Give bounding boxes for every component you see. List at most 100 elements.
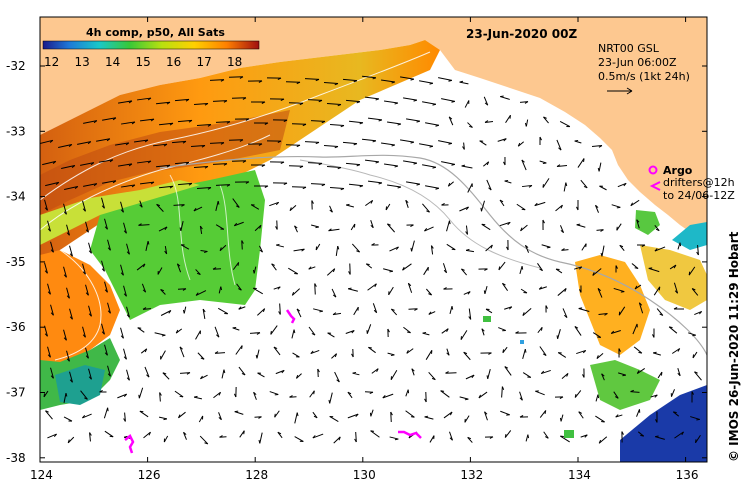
- current-vector: [83, 120, 97, 124]
- current-vector-head: [338, 436, 341, 441]
- current-vector-head: [120, 335, 124, 339]
- colorbar-title: 4h comp, p50, All Sats: [86, 26, 225, 39]
- current-vector: [438, 77, 452, 81]
- sst-contour: [40, 134, 271, 231]
- current-vector-head: [289, 395, 293, 398]
- current-vector: [69, 371, 73, 383]
- current-vector: [424, 226, 434, 232]
- current-vector-head: [654, 394, 658, 398]
- current-vector-head: [681, 431, 684, 436]
- current-vector-head: [311, 332, 316, 336]
- current-vector-head: [600, 229, 604, 232]
- current-vector: [235, 345, 243, 355]
- current-vector-head: [574, 139, 579, 142]
- current-vector-head: [179, 395, 184, 398]
- current-vector: [422, 101, 436, 105]
- current-vector: [499, 199, 505, 207]
- current-vector: [522, 349, 526, 359]
- current-vector: [611, 330, 621, 334]
- current-vector: [637, 431, 645, 437]
- current-vector: [636, 409, 640, 417]
- current-vector: [158, 185, 174, 189]
- current-vector-head: [203, 250, 208, 254]
- argo-track: [124, 434, 135, 454]
- current-vector-head: [407, 331, 411, 334]
- current-vector-head: [318, 99, 323, 103]
- current-vector-head: [370, 224, 374, 229]
- current-vector: [502, 283, 508, 291]
- current-vector: [636, 219, 640, 229]
- current-vector-head: [484, 411, 488, 415]
- current-vector-head: [179, 227, 182, 231]
- current-vector: [212, 100, 228, 102]
- current-vector: [294, 225, 298, 233]
- current-vector: [293, 248, 305, 252]
- current-vector: [329, 416, 339, 422]
- current-vector-head: [101, 205, 105, 209]
- current-vector: [387, 352, 395, 356]
- current-vector-head: [294, 225, 298, 229]
- current-vector-head: [691, 391, 694, 395]
- current-vector: [236, 283, 242, 291]
- current-vector-head: [107, 310, 111, 314]
- current-vector: [124, 412, 126, 422]
- current-vector-head: [207, 187, 212, 190]
- current-vector: [372, 303, 378, 313]
- current-vector-head: [204, 103, 209, 106]
- current-vector-head: [449, 437, 453, 441]
- current-vector: [403, 160, 417, 164]
- current-vector-head: [502, 282, 506, 286]
- current-vector: [576, 349, 586, 355]
- current-vector: [126, 306, 130, 318]
- current-vector: [468, 308, 472, 320]
- current-vector: [672, 411, 680, 417]
- argo-legend-line2: to 24/06-12Z: [663, 189, 735, 202]
- current-vector-head: [519, 397, 523, 401]
- current-vector-head: [219, 247, 222, 251]
- current-vector-head: [182, 309, 185, 314]
- current-vector-head: [448, 220, 451, 225]
- current-vector: [137, 327, 145, 333]
- current-vector: [365, 199, 373, 207]
- current-vector: [668, 326, 678, 334]
- current-vector-head: [283, 182, 288, 186]
- current-vector: [101, 323, 105, 335]
- current-vector-head: [397, 123, 402, 126]
- current-vector: [597, 288, 603, 298]
- current-vector-head: [387, 223, 391, 226]
- current-vector: [441, 98, 455, 102]
- current-vector: [522, 372, 532, 378]
- current-vector: [461, 165, 473, 169]
- current-vector: [574, 266, 582, 270]
- current-vector-head: [545, 305, 548, 309]
- current-vector: [215, 201, 219, 211]
- current-vector: [138, 387, 144, 399]
- current-vector-head: [259, 249, 263, 253]
- current-vector-head: [564, 288, 567, 292]
- current-vector-head: [147, 160, 152, 164]
- current-vector: [578, 411, 584, 419]
- current-vector: [221, 369, 225, 379]
- current-vector: [449, 431, 453, 441]
- current-vector: [279, 303, 281, 315]
- current-vector: [44, 199, 48, 211]
- current-vector-head: [372, 77, 377, 80]
- current-vector: [312, 433, 324, 439]
- current-vector: [618, 372, 626, 376]
- current-vector: [50, 367, 54, 379]
- current-vector: [160, 289, 166, 295]
- current-vector-head: [238, 306, 242, 310]
- current-vector-head: [142, 289, 146, 293]
- current-vector: [117, 393, 127, 399]
- current-vector: [521, 184, 533, 188]
- current-vector-head: [504, 434, 507, 438]
- current-vector-head: [596, 355, 599, 359]
- current-vector-head: [50, 375, 54, 379]
- current-vector-head: [391, 308, 395, 311]
- current-vector-head: [99, 390, 103, 393]
- current-vector-head: [443, 287, 447, 290]
- current-vector-head: [391, 144, 396, 147]
- current-vector-head: [328, 399, 331, 404]
- current-vector: [481, 328, 485, 336]
